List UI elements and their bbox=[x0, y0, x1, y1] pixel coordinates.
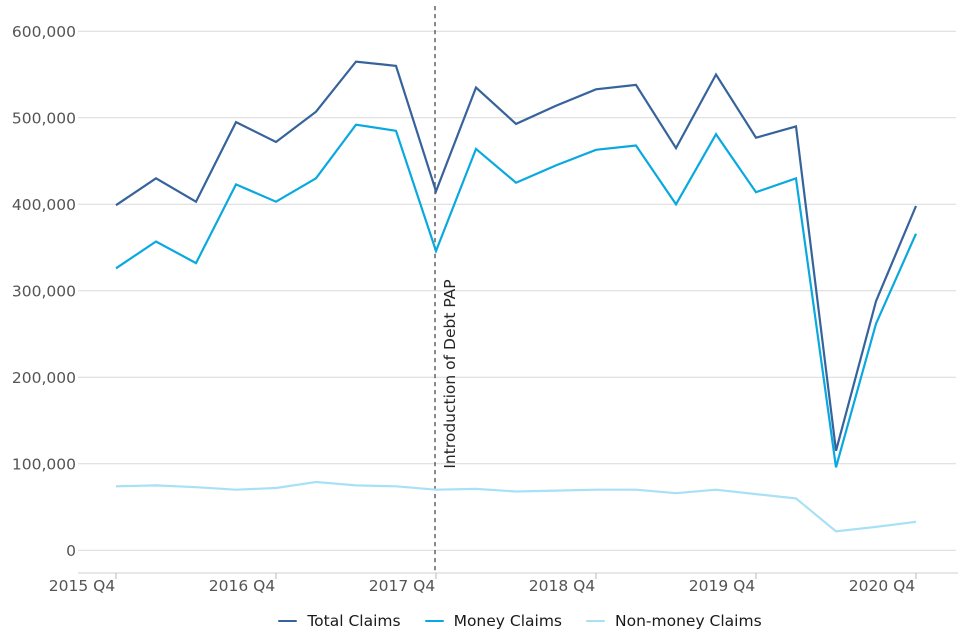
legend-item-total-claims[interactable]: Total Claims bbox=[278, 612, 401, 630]
y-tick-label: 300,000 bbox=[12, 282, 76, 300]
y-tick-label: 200,000 bbox=[12, 369, 76, 387]
x-tick-label: 2016 Q4 bbox=[209, 577, 275, 595]
y-tick-label: 600,000 bbox=[12, 23, 76, 41]
legend-label-non-money-claims: Non-money Claims bbox=[615, 612, 762, 630]
x-tick-label: 2019 Q4 bbox=[689, 577, 755, 595]
x-tick-label: 2015 Q4 bbox=[49, 577, 115, 595]
legend-swatch-money-claims bbox=[424, 619, 444, 623]
x-tick-label: 2018 Q4 bbox=[529, 577, 595, 595]
y-tick-label: 0 bbox=[66, 542, 76, 560]
debt-pap-annotation-label: Introduction of Debt PAP bbox=[441, 279, 459, 468]
legend-item-non-money-claims[interactable]: Non-money Claims bbox=[586, 612, 762, 630]
y-tick-label: 100,000 bbox=[12, 455, 76, 473]
legend-label-total-claims: Total Claims bbox=[307, 612, 401, 630]
legend-swatch-non-money-claims bbox=[586, 619, 606, 623]
x-tick-label: 2017 Q4 bbox=[369, 577, 435, 595]
legend-swatch-total-claims bbox=[278, 619, 298, 623]
y-tick-label: 400,000 bbox=[12, 196, 76, 214]
legend-label-money-claims: Money Claims bbox=[453, 612, 563, 630]
chart-legend: Total Claims Money Claims Non-money Clai… bbox=[0, 607, 960, 635]
x-tick-label: 2020 Q4 bbox=[849, 577, 915, 595]
y-tick-label: 500,000 bbox=[12, 109, 76, 127]
series-line-non-money-claims bbox=[115, 480, 917, 533]
series-line-total-claims bbox=[115, 60, 918, 452]
legend-item-money-claims[interactable]: Money Claims bbox=[424, 612, 563, 630]
series-line-money-claims bbox=[115, 123, 918, 468]
plot-area: 0 100,000 200,000 300,000 400,000 500,000 600,… bbox=[12, 6, 958, 595]
